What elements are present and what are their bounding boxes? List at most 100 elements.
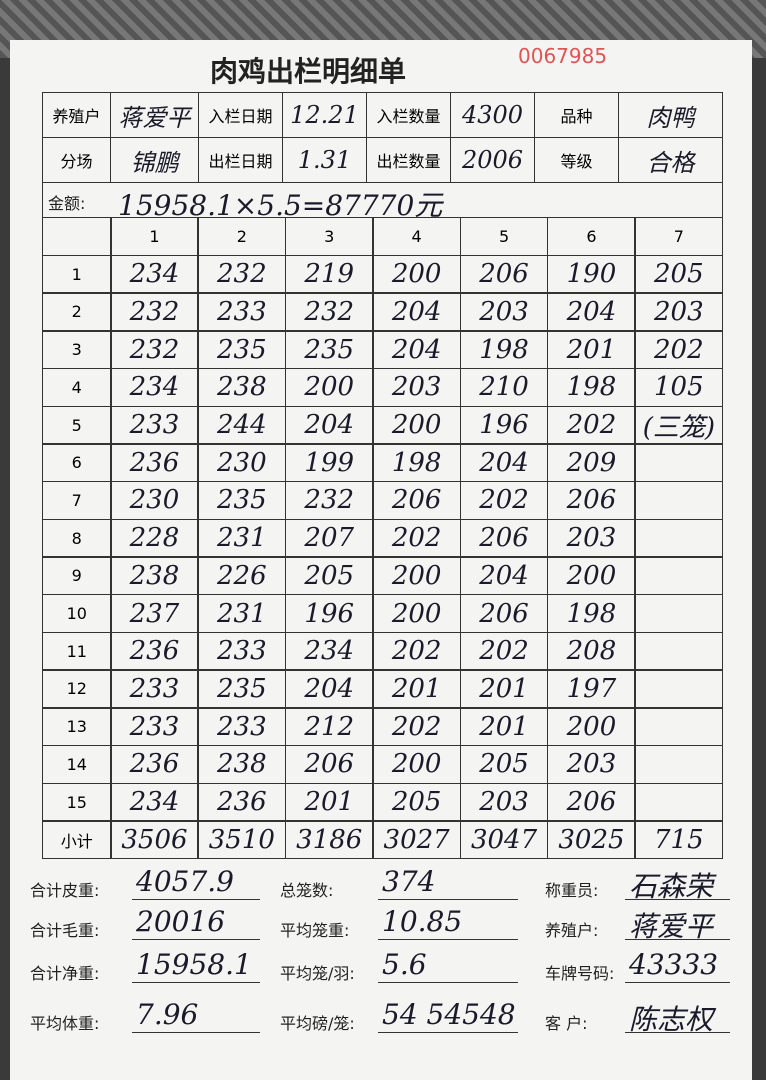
weight-cell: (三笼) xyxy=(634,405,724,445)
weight-cell: 206 xyxy=(459,594,549,634)
info-label: 出栏数量 xyxy=(366,137,451,183)
info-label: 出栏日期 xyxy=(198,137,283,183)
weight-cell: 204 xyxy=(372,330,462,370)
weight-cell: 228 xyxy=(110,518,199,558)
underline xyxy=(625,899,730,900)
footer-label: 平均磅/笼: xyxy=(280,1014,355,1033)
weight-cell: 203 xyxy=(459,782,549,822)
subtotal: 715 xyxy=(634,820,724,860)
weight-cell: 196 xyxy=(459,405,549,445)
subtotal: 3510 xyxy=(197,820,287,860)
weight-cell: 200 xyxy=(372,254,462,294)
weight-cell: 201 xyxy=(459,669,549,709)
footer-label: 总笼数: xyxy=(280,881,334,900)
footer-label: 养殖户: xyxy=(545,921,599,940)
weight-cell: 202 xyxy=(372,518,462,558)
weight-cell: 203 xyxy=(547,744,636,784)
weight-cell: 237 xyxy=(110,594,199,634)
weight-cell: 205 xyxy=(634,254,724,294)
weight-cell: 238 xyxy=(197,367,287,407)
info-value: 4300 xyxy=(450,92,535,138)
row-label: 6 xyxy=(42,443,112,483)
weight-cell: 231 xyxy=(197,518,287,558)
weight-cell: 235 xyxy=(284,330,374,370)
weight-cell: 190 xyxy=(547,254,636,294)
weight-cell: 202 xyxy=(372,707,462,747)
weight-cell: 200 xyxy=(372,556,462,596)
amount-label: 金额: xyxy=(48,194,86,213)
subtotal: 3047 xyxy=(459,820,549,860)
weight-cell: 231 xyxy=(197,594,287,634)
weight-cell: 203 xyxy=(459,292,549,332)
weight-cell: 203 xyxy=(547,518,636,558)
info-value: 锦鹏 xyxy=(110,137,199,183)
weight-cell: 205 xyxy=(284,556,374,596)
header-blank xyxy=(42,217,112,257)
weight-cell: 210 xyxy=(459,367,549,407)
subtotal: 3186 xyxy=(284,820,374,860)
weight-cell: 201 xyxy=(547,330,636,370)
weight-cell: 232 xyxy=(284,480,374,521)
weight-cell: 206 xyxy=(459,518,549,558)
column-header: 4 xyxy=(372,217,462,257)
row-label: 14 xyxy=(42,744,112,784)
row-label: 7 xyxy=(42,480,112,521)
weight-cell: 236 xyxy=(197,782,287,822)
underline xyxy=(132,982,260,983)
info-value: 1.31 xyxy=(282,137,367,183)
weight-cell: 202 xyxy=(372,631,462,671)
weight-cell: 234 xyxy=(110,254,199,294)
column-header: 6 xyxy=(547,217,636,257)
weight-cell: 203 xyxy=(634,292,724,332)
weight-cell: 233 xyxy=(197,292,287,332)
underline xyxy=(378,899,518,900)
weight-cell: 200 xyxy=(547,556,636,596)
footer-label: 平均体重: xyxy=(30,1014,100,1033)
weight-cell: 202 xyxy=(547,405,636,445)
footer-value: 10.85 xyxy=(382,905,463,938)
footer-label: 称重员: xyxy=(545,881,599,900)
weight-cell: 202 xyxy=(634,330,724,370)
weight-cell: 199 xyxy=(284,443,374,483)
weight-cell: 204 xyxy=(284,669,374,709)
weight-cell: 204 xyxy=(459,443,549,483)
info-label: 等级 xyxy=(534,137,619,183)
weight-cell: 232 xyxy=(110,330,199,370)
row-label: 11 xyxy=(42,631,112,671)
underline xyxy=(378,939,518,940)
footer-label: 合计皮重: xyxy=(30,881,100,900)
footer-value: 54 54548 xyxy=(382,998,516,1031)
row-label: 4 xyxy=(42,367,112,407)
subtotal: 3025 xyxy=(547,820,636,860)
row-label: 5 xyxy=(42,405,112,445)
weight-cell: 234 xyxy=(110,782,199,822)
weight-cell: 236 xyxy=(110,744,199,784)
weight-cell: 236 xyxy=(110,443,199,483)
footer-value: 20016 xyxy=(136,905,226,938)
column-header: 1 xyxy=(110,217,199,257)
weight-cell: 212 xyxy=(284,707,374,747)
row-label: 9 xyxy=(42,556,112,596)
row-label: 12 xyxy=(42,669,112,709)
info-value: 肉鸭 xyxy=(618,92,723,138)
subtotal-label: 小计 xyxy=(42,820,112,860)
weight-cell: 201 xyxy=(372,669,462,709)
empty-cell xyxy=(634,518,724,558)
weight-cell: 200 xyxy=(372,594,462,634)
footer-value: 15958.1 xyxy=(136,948,252,981)
weight-cell: 219 xyxy=(284,254,374,294)
weight-cell: 206 xyxy=(547,782,636,822)
weight-cell: 230 xyxy=(110,480,199,521)
footer-label: 客 户: xyxy=(545,1014,588,1033)
footer-value: 蒋爱平 xyxy=(629,910,714,943)
underline xyxy=(132,1032,260,1033)
row-label: 13 xyxy=(42,707,112,747)
weight-cell: 244 xyxy=(197,405,287,445)
weight-cell: 206 xyxy=(284,744,374,784)
title: 肉鸡出栏明细单 xyxy=(210,55,407,88)
weight-cell: 232 xyxy=(197,254,287,294)
weight-cell: 197 xyxy=(547,669,636,709)
row-label: 10 xyxy=(42,594,112,634)
footer-label: 平均笼重: xyxy=(280,921,350,940)
